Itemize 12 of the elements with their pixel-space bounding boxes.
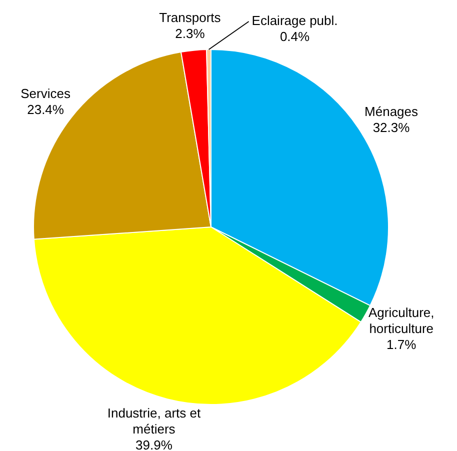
data-label: 0.4%: [280, 29, 310, 44]
slice-label: Ménages: [364, 104, 418, 120]
slice-label: Industrie, arts et métiers: [107, 406, 201, 437]
slice-label: Agriculture, horticulture: [368, 305, 434, 336]
data-label: 2.3%: [175, 26, 206, 42]
data-label: 23.4%: [27, 102, 64, 118]
data-label: 32.3%: [372, 120, 410, 136]
slice-label: Services: [20, 86, 71, 102]
slice-label: Transports: [159, 10, 222, 26]
data-label: 1.7%: [386, 337, 417, 352]
slice-label: Eclairage publ.: [252, 13, 338, 28]
data-label: 39.9%: [136, 438, 173, 451]
